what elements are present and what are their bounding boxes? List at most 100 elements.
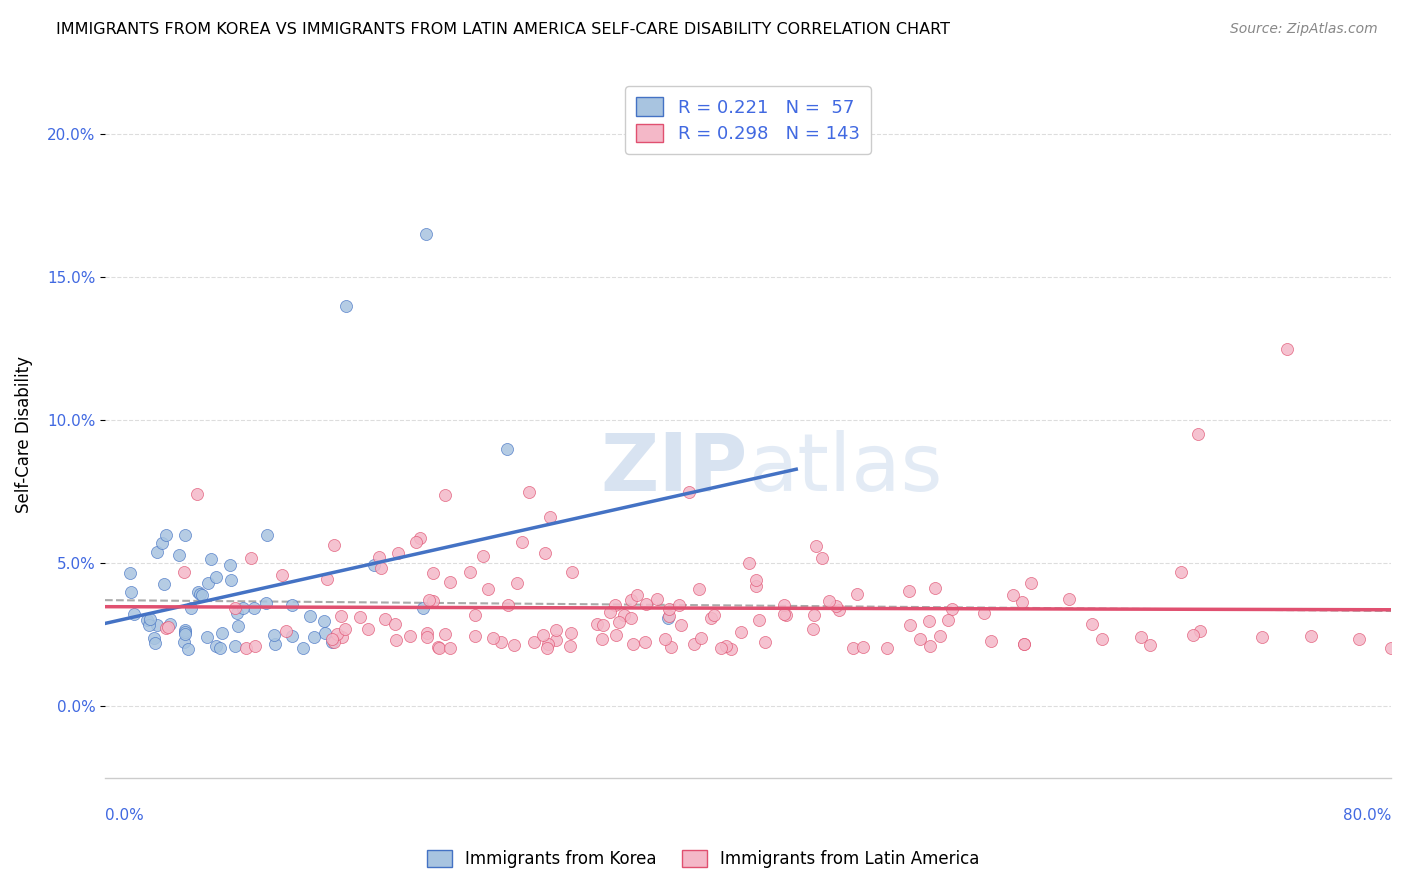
Point — [120, 566, 142, 581]
Point — [464, 629, 486, 643]
Point — [941, 601, 963, 615]
Point — [775, 607, 797, 622]
Point — [536, 641, 558, 656]
Point — [841, 641, 863, 656]
Point — [427, 640, 450, 655]
Point — [276, 624, 298, 639]
Point — [846, 587, 869, 601]
Point — [477, 582, 499, 597]
Point — [426, 640, 449, 655]
Point — [205, 570, 228, 584]
Point — [621, 637, 644, 651]
Point — [167, 548, 190, 562]
Point — [322, 538, 344, 552]
Point — [607, 615, 630, 629]
Point — [180, 601, 202, 615]
Point — [1187, 427, 1209, 442]
Point — [370, 561, 392, 575]
Point — [138, 612, 160, 626]
Point — [281, 598, 304, 612]
Point — [546, 623, 568, 637]
Point — [471, 549, 494, 564]
Point — [159, 617, 181, 632]
Point — [599, 606, 621, 620]
Point — [818, 594, 841, 608]
Point — [898, 618, 921, 632]
Point — [187, 585, 209, 599]
Point — [224, 639, 246, 653]
Point — [605, 598, 627, 612]
Point — [803, 608, 825, 623]
Point — [458, 565, 481, 579]
Point — [416, 630, 439, 644]
Point — [335, 299, 357, 313]
Point — [173, 634, 195, 648]
Point — [1011, 595, 1033, 609]
Point — [517, 484, 540, 499]
Point — [908, 632, 931, 647]
Point — [744, 578, 766, 592]
Point — [489, 635, 512, 649]
Point — [502, 638, 524, 652]
Point — [349, 610, 371, 624]
Point — [929, 630, 952, 644]
Point — [703, 608, 725, 623]
Point — [538, 510, 561, 524]
Point — [700, 611, 723, 625]
Point — [226, 619, 249, 633]
Point — [560, 639, 582, 653]
Point — [1012, 636, 1035, 650]
Point — [146, 617, 169, 632]
Point — [918, 615, 941, 629]
Point — [619, 593, 641, 607]
Text: IMMIGRANTS FROM KOREA VS IMMIGRANTS FROM LATIN AMERICA SELF-CARE DISABILITY CORR: IMMIGRANTS FROM KOREA VS IMMIGRANTS FROM… — [56, 22, 950, 37]
Point — [314, 626, 336, 640]
Point — [326, 626, 349, 640]
Point — [754, 635, 776, 649]
Point — [155, 621, 177, 635]
Point — [657, 609, 679, 624]
Point — [613, 608, 636, 623]
Point — [506, 576, 529, 591]
Point — [405, 534, 427, 549]
Point — [415, 227, 437, 242]
Point — [177, 641, 200, 656]
Point — [523, 634, 546, 648]
Point — [173, 565, 195, 579]
Point — [321, 635, 343, 649]
Point — [418, 593, 440, 607]
Point — [225, 606, 247, 620]
Text: Source: ZipAtlas.com: Source: ZipAtlas.com — [1230, 22, 1378, 37]
Point — [496, 442, 519, 456]
Point — [211, 626, 233, 640]
Point — [316, 572, 339, 586]
Point — [678, 484, 700, 499]
Point — [422, 593, 444, 607]
Point — [156, 620, 179, 634]
Point — [482, 631, 505, 645]
Point — [138, 618, 160, 632]
Point — [748, 613, 770, 627]
Point — [143, 636, 166, 650]
Legend: R = 0.221   N =  57, R = 0.298   N = 143: R = 0.221 N = 57, R = 0.298 N = 143 — [626, 87, 870, 154]
Point — [422, 566, 444, 581]
Point — [690, 632, 713, 646]
Point — [174, 623, 197, 637]
Point — [243, 601, 266, 615]
Point — [1002, 588, 1025, 602]
Point — [271, 568, 294, 582]
Point — [1129, 630, 1152, 644]
Y-axis label: Self-Care Disability: Self-Care Disability — [15, 356, 32, 513]
Point — [329, 608, 352, 623]
Point — [224, 601, 246, 615]
Point — [280, 629, 302, 643]
Point — [560, 626, 582, 640]
Point — [146, 545, 169, 559]
Point — [918, 639, 941, 653]
Point — [738, 557, 761, 571]
Point — [561, 566, 583, 580]
Point — [333, 622, 356, 636]
Point — [657, 611, 679, 625]
Point — [683, 637, 706, 651]
Point — [710, 640, 733, 655]
